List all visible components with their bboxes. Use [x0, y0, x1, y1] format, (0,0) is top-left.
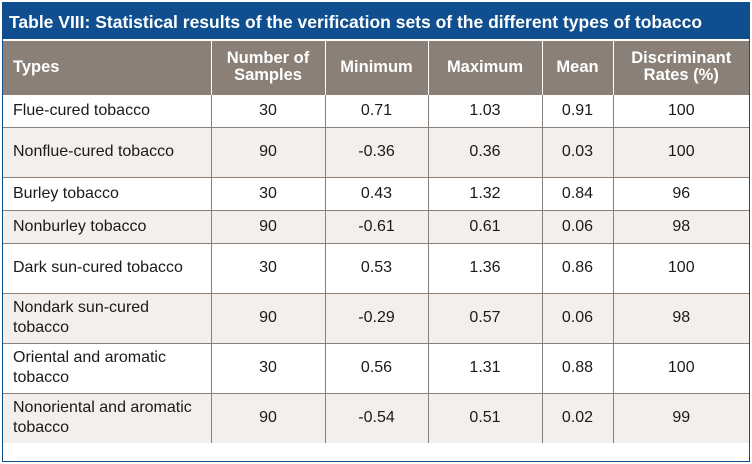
cell-type: Oriental and aromatic tobacco	[3, 342, 212, 393]
cell-rate: 98	[613, 292, 749, 343]
header-types: Types	[3, 41, 212, 94]
cell-minimum: -0.29	[325, 292, 429, 343]
cell-type: Burley tobacco	[3, 176, 212, 210]
cell-rate: 100	[613, 93, 749, 127]
table-row: Nonflue-cured tobacco 90 -0.36 0.36 0.03…	[3, 126, 749, 177]
cell-type: Nonburley tobacco	[3, 209, 212, 243]
cell-minimum: 0.53	[325, 242, 429, 293]
cell-type: Dark sun-cured tobacco	[3, 242, 212, 293]
table-row: Flue-cured tobacco 30 0.71 1.03 0.91 100	[3, 93, 749, 127]
cell-type: Nonflue-cured tobacco	[3, 126, 212, 177]
header-discriminant-rates: Discriminant Rates (%)	[613, 41, 749, 94]
cell-rate: 100	[613, 342, 749, 393]
cell-minimum: -0.61	[325, 209, 429, 243]
data-table: Types Number of Samples Minimum Maximum …	[3, 41, 749, 443]
cell-rate: 98	[613, 209, 749, 243]
cell-minimum: -0.54	[325, 392, 429, 443]
cell-maximum: 0.51	[428, 392, 543, 443]
cell-samples: 30	[211, 176, 326, 210]
cell-type: Nondark sun-cured tobacco	[3, 292, 212, 343]
table-row: Nonburley tobacco 90 -0.61 0.61 0.06 98	[3, 209, 749, 243]
header-row: Types Number of Samples Minimum Maximum …	[3, 41, 749, 94]
table-row: Burley tobacco 30 0.43 1.32 0.84 96	[3, 176, 749, 210]
table-row: Nondark sun-cured tobacco 90 -0.29 0.57 …	[3, 292, 749, 343]
cell-mean: 0.06	[542, 292, 614, 343]
cell-type: Nonoriental and aromatic tobacco	[3, 392, 212, 443]
cell-samples: 30	[211, 342, 326, 393]
cell-maximum: 0.36	[428, 126, 543, 177]
cell-minimum: 0.43	[325, 176, 429, 210]
cell-rate: 100	[613, 126, 749, 177]
header-mean: Mean	[542, 41, 614, 94]
cell-type: Flue-cured tobacco	[3, 93, 212, 127]
table-row: Oriental and aromatic tobacco 30 0.56 1.…	[3, 342, 749, 393]
cell-mean: 0.88	[542, 342, 614, 393]
cell-rate: 99	[613, 392, 749, 443]
cell-mean: 0.86	[542, 242, 614, 293]
cell-maximum: 0.57	[428, 292, 543, 343]
cell-samples: 30	[211, 242, 326, 293]
cell-samples: 90	[211, 392, 326, 443]
cell-minimum: -0.36	[325, 126, 429, 177]
cell-mean: 0.03	[542, 126, 614, 177]
cell-maximum: 0.61	[428, 209, 543, 243]
cell-minimum: 0.56	[325, 342, 429, 393]
cell-mean: 0.84	[542, 176, 614, 210]
cell-maximum: 1.03	[428, 93, 543, 127]
cell-samples: 90	[211, 126, 326, 177]
cell-maximum: 1.32	[428, 176, 543, 210]
table-row: Nonoriental and aromatic tobacco 90 -0.5…	[3, 392, 749, 443]
cell-mean: 0.02	[542, 392, 614, 443]
cell-rate: 96	[613, 176, 749, 210]
header-maximum: Maximum	[428, 41, 543, 94]
cell-minimum: 0.71	[325, 93, 429, 127]
table-row: Dark sun-cured tobacco 30 0.53 1.36 0.86…	[3, 242, 749, 293]
cell-samples: 90	[211, 292, 326, 343]
cell-maximum: 1.36	[428, 242, 543, 293]
cell-maximum: 1.31	[428, 342, 543, 393]
cell-samples: 30	[211, 93, 326, 127]
header-number-of-samples: Number of Samples	[211, 41, 326, 94]
cell-mean: 0.06	[542, 209, 614, 243]
cell-samples: 90	[211, 209, 326, 243]
cell-rate: 100	[613, 242, 749, 293]
header-minimum: Minimum	[325, 41, 429, 94]
table-caption: Table VIII: Statistical results of the v…	[3, 3, 749, 41]
cell-mean: 0.91	[542, 93, 614, 127]
